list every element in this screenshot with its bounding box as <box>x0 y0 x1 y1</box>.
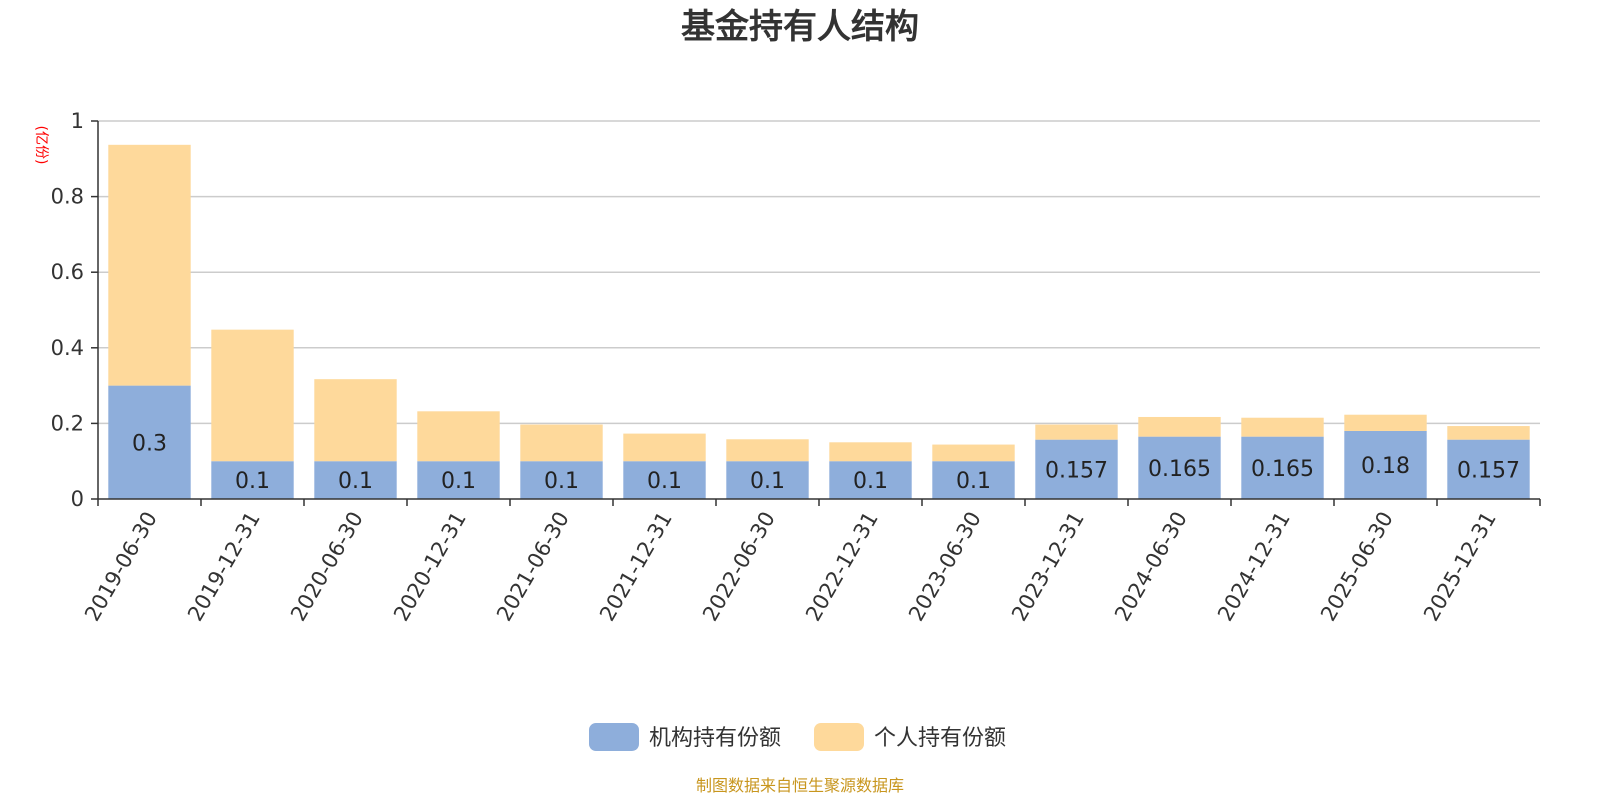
bar-value-label: 0.1 <box>853 469 888 494</box>
legend-label: 机构持有份额 <box>649 726 781 751</box>
bar-individual[interactable] <box>314 379 397 462</box>
y-tick-label: 0.6 <box>51 260 84 284</box>
bar-individual[interactable] <box>623 433 706 462</box>
bar-institutional[interactable] <box>932 461 1015 499</box>
bar-institutional[interactable] <box>1035 439 1118 499</box>
x-tick-label: 2020-12-31 <box>389 508 471 626</box>
legend-label: 个人持有份额 <box>874 726 1006 751</box>
legend-swatch <box>589 723 639 751</box>
chart-title: 基金持有人结构 <box>681 7 919 47</box>
bar-institutional[interactable] <box>314 461 397 499</box>
bar-individual[interactable] <box>1447 426 1530 440</box>
x-tick-label: 2021-06-30 <box>492 508 574 626</box>
bar-value-label: 0.3 <box>132 431 167 456</box>
bar-institutional[interactable] <box>623 461 706 499</box>
bar-value-label: 0.1 <box>441 469 476 494</box>
bar-individual[interactable] <box>726 439 809 462</box>
bar-value-label: 0.1 <box>647 469 682 494</box>
bar-institutional[interactable] <box>1344 430 1427 499</box>
x-tick-label: 2021-12-31 <box>595 508 677 626</box>
bar-individual[interactable] <box>829 442 912 462</box>
bar-value-label: 0.18 <box>1361 454 1410 479</box>
bar-institutional[interactable] <box>211 461 294 499</box>
x-tick-label: 2024-06-30 <box>1110 508 1192 626</box>
bar-value-label: 0.157 <box>1457 458 1520 483</box>
bar-individual[interactable] <box>1241 417 1324 437</box>
bar-value-label: 0.1 <box>544 469 579 494</box>
bar-value-label: 0.157 <box>1045 458 1108 483</box>
bar-value-label: 0.1 <box>956 469 991 494</box>
x-tick-label: 2024-12-31 <box>1213 508 1295 626</box>
bar-institutional[interactable] <box>1447 439 1530 499</box>
x-tick-label: 2019-06-30 <box>80 508 162 626</box>
bar-value-label: 0.1 <box>750 469 785 494</box>
x-tick-label: 2022-06-30 <box>698 508 780 626</box>
bars <box>108 144 1530 499</box>
y-tick-label: 0.4 <box>51 336 84 360</box>
bar-value-label: 0.165 <box>1148 457 1211 482</box>
bar-institutional[interactable] <box>1241 436 1324 499</box>
x-tick-label: 2023-12-31 <box>1007 508 1089 626</box>
bar-individual[interactable] <box>108 144 191 386</box>
y-axis-label: (亿份) <box>33 126 49 165</box>
bar-institutional[interactable] <box>1138 436 1221 499</box>
y-tick-label: 0 <box>71 487 84 511</box>
bar-institutional[interactable] <box>417 461 500 499</box>
legend[interactable]: 机构持有份额 个人持有份额 <box>589 723 1006 751</box>
x-tick-label: 2025-12-31 <box>1419 508 1501 626</box>
y-tick-label: 0.2 <box>51 411 84 435</box>
legend-swatch <box>814 723 864 751</box>
bar-individual[interactable] <box>932 444 1015 462</box>
legend-item[interactable]: 个人持有份额 <box>814 723 1006 751</box>
data-source-note: 制图数据来自恒生聚源数据库 <box>696 776 904 795</box>
x-tick-label: 2022-12-31 <box>801 508 883 626</box>
legend-item[interactable]: 机构持有份额 <box>589 723 781 751</box>
bar-value-label: 0.1 <box>235 469 270 494</box>
x-tick-label: 2025-06-30 <box>1316 508 1398 626</box>
bar-individual[interactable] <box>1138 416 1221 437</box>
grid-lines <box>98 120 1540 425</box>
bar-value-labels: 0.3 0.1 0.1 0.1 0.1 0.1 0.1 0.1 0.1 0.157 0.165 0.1… <box>132 431 1520 494</box>
bar-individual[interactable] <box>417 411 500 462</box>
bar-individual[interactable] <box>211 329 294 462</box>
bar-individual[interactable] <box>1344 414 1427 431</box>
bar-value-label: 0.1 <box>338 469 373 494</box>
x-tick-label: 2020-06-30 <box>286 508 368 626</box>
bar-institutional[interactable] <box>829 461 912 499</box>
bar-institutional[interactable] <box>108 385 191 499</box>
y-tick-label: 1 <box>71 109 84 133</box>
bar-institutional[interactable] <box>520 461 603 499</box>
bar-individual[interactable] <box>1035 424 1118 440</box>
x-tick-label: 2023-06-30 <box>904 508 986 626</box>
bar-institutional[interactable] <box>726 461 809 499</box>
bar-value-label: 0.165 <box>1251 457 1314 482</box>
x-tick-label: 2019-12-31 <box>183 508 265 626</box>
y-tick-label: 0.8 <box>51 185 84 209</box>
bar-individual[interactable] <box>520 424 603 462</box>
